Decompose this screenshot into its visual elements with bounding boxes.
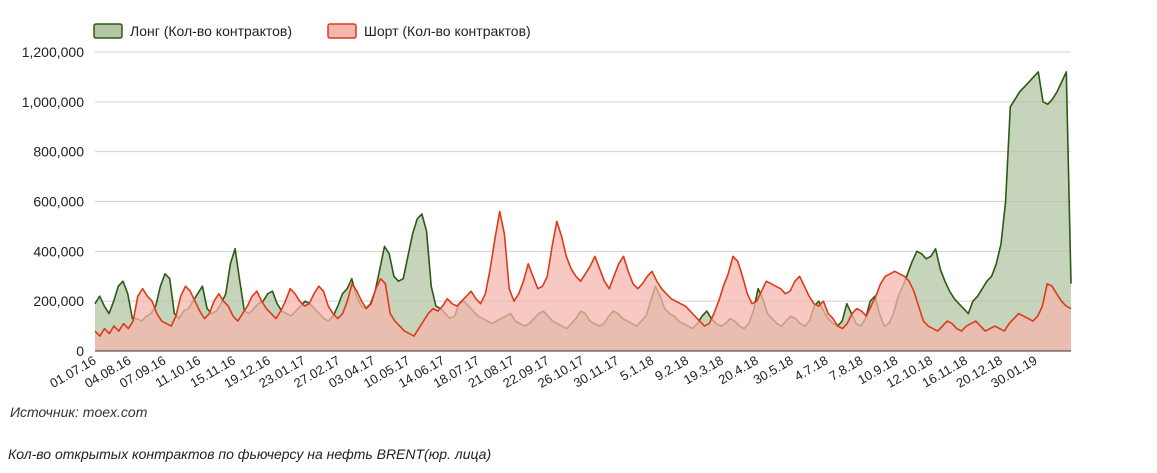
- y-tick-label: 0: [76, 343, 84, 359]
- x-tick-label: 30.5.18: [751, 353, 796, 388]
- series-line-1: [94, 210, 1072, 337]
- y-tick-label: 800,000: [33, 144, 84, 160]
- y-tick-label: 400,000: [33, 243, 84, 259]
- x-tick-labels: 01.07.1604.08.1607.09.1611.10.1615.11.16…: [47, 353, 1039, 391]
- y-tick-labels: 0 200,000 400,000 600,000 800,000 1,000,000 1,…: [22, 44, 85, 359]
- legend-swatch-short: [327, 23, 357, 39]
- legend-swatch-long: [93, 23, 123, 39]
- y-tick-label: 1,200,000: [22, 44, 84, 60]
- y-tick-label: 600,000: [33, 194, 84, 210]
- legend-label-short: Шорт (Кол-во контрактов): [364, 23, 531, 39]
- series-area-1: [95, 211, 1071, 351]
- x-tick-label: 5.1.18: [617, 353, 656, 384]
- x-tick-label: 4.7.18: [792, 353, 831, 384]
- legend: Лонг (Кол-во контрактов) Шорт (Кол-во ко…: [93, 23, 531, 39]
- y-tick-label: 1,000,000: [22, 94, 84, 110]
- legend-label-long: Лонг (Кол-во контрактов): [130, 23, 292, 39]
- source-note: Источник: moex.com: [10, 404, 148, 420]
- chart-caption: Кол-во открытых контрактов по фьючерсу н…: [8, 446, 492, 462]
- y-tick-label: 200,000: [33, 293, 84, 309]
- series-areas: [94, 71, 1072, 352]
